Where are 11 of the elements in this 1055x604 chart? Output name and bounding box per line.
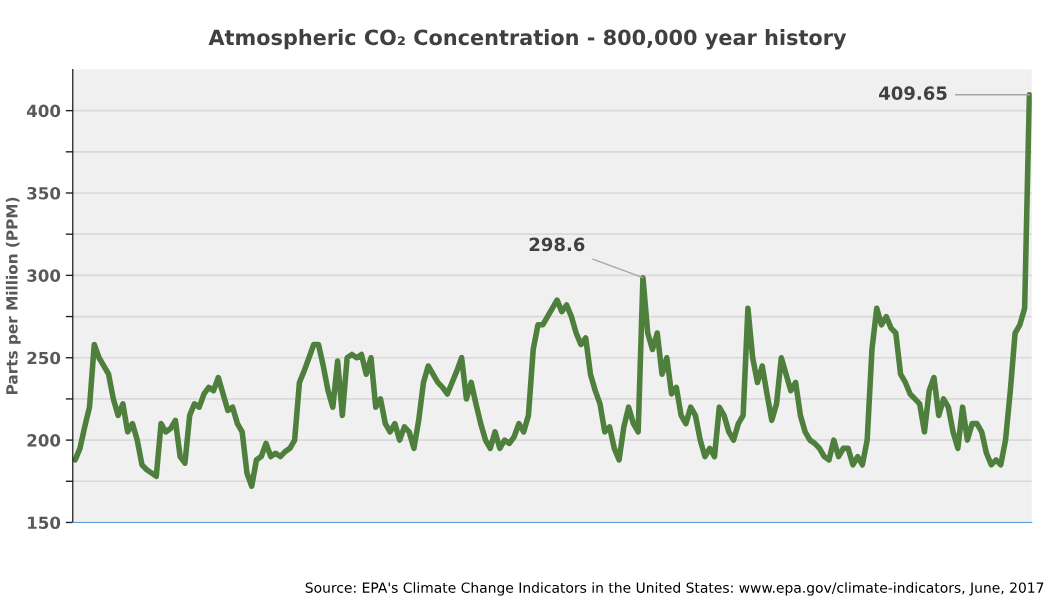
annotation: 409.65	[879, 86, 947, 100]
y-tick-label: 250	[27, 351, 61, 365]
annotation: 298.6	[529, 237, 585, 252]
y-tick-label: 400	[26, 104, 61, 118]
source-note: Source: EPA's Climate Change Indicators in the United States: www.epa.gov/climate-indicators, June, 2017	[305, 582, 1044, 596]
chart-title: Atmospheric CO₂ Concentration - 800,000 year history	[208, 29, 847, 50]
y-tick-label: 200	[27, 434, 61, 447]
y-axis-title: Parts per Million (PPM)	[5, 197, 21, 395]
y-tick-label: 300	[27, 269, 61, 282]
y-tick-label: 350	[27, 186, 61, 200]
y-tick-label: 150	[28, 516, 61, 530]
